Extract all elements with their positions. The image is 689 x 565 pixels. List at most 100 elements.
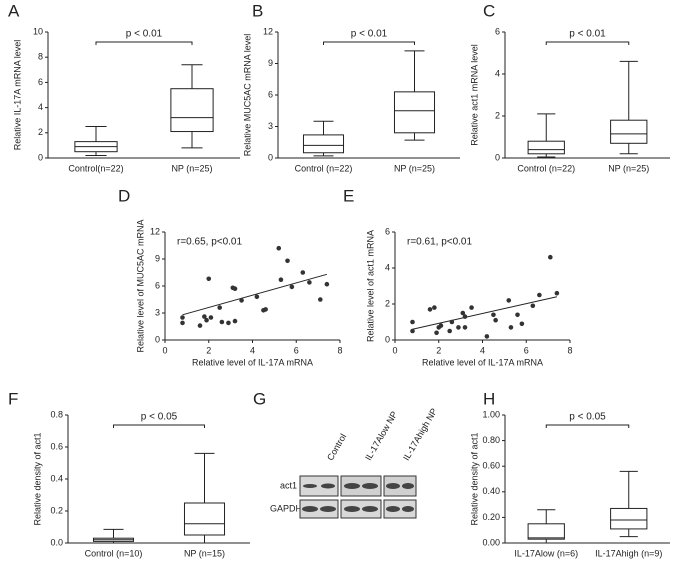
x-tick-label: 0 <box>162 345 167 355</box>
box <box>170 88 214 133</box>
panel-letter: A <box>8 1 20 20</box>
y-tick-label: 0.0 <box>50 537 63 547</box>
y-tick-label: 9 <box>268 58 273 68</box>
panel-letter: C <box>483 1 495 20</box>
x-tick-label: 4 <box>250 345 255 355</box>
point <box>300 270 306 275</box>
x-tick-label: NP (n=25) <box>394 163 435 173</box>
significance-bracket <box>545 41 630 45</box>
point <box>276 245 282 251</box>
y-tick-label: 9 <box>155 253 160 263</box>
y-tick-label: 0 <box>268 152 273 162</box>
point <box>289 284 295 290</box>
annotation: r=0.65, p<0.01 <box>177 237 242 248</box>
blot-strip <box>340 475 382 497</box>
y-axis-label: Relative density of act1 <box>32 432 42 525</box>
x-tick-label: 8 <box>337 345 342 355</box>
point <box>462 325 468 330</box>
x-tick-label: IL-17Ahigh (n=9) <box>595 548 662 558</box>
y-tick-label: 3 <box>268 121 273 131</box>
panel-letter: G <box>253 389 266 408</box>
x-axis-label: Relative level of IL-17A mRNA <box>422 357 543 367</box>
point <box>506 298 512 303</box>
x-tick-label: Control (n=22) <box>295 163 353 173</box>
point <box>434 330 439 336</box>
point <box>469 305 474 310</box>
blot-panel: G Control IL-17Alow NP IL-17Ahigh NP act… <box>253 389 439 519</box>
point <box>410 328 415 334</box>
box <box>610 507 648 530</box>
point <box>537 292 542 298</box>
y-tick-label: 12 <box>150 226 160 236</box>
x-tick-label: IL-17Alow (n=6) <box>514 548 578 558</box>
point <box>519 321 525 327</box>
y-tick-label: 12 <box>263 26 273 36</box>
y-tick-label: 6 <box>155 280 160 290</box>
y-tick-label: 0.40 <box>482 486 500 496</box>
x-tick-label: NP (n=25) <box>608 163 649 173</box>
y-tick-label: 8 <box>38 52 43 62</box>
point <box>278 277 284 283</box>
point <box>493 317 498 323</box>
point <box>232 286 238 292</box>
significance-bracket <box>113 424 205 428</box>
y-axis-label: Relative density of act1 <box>469 432 479 525</box>
y-tick-label: 6 <box>38 77 43 87</box>
point <box>239 298 244 303</box>
point <box>202 314 207 319</box>
box <box>610 119 648 144</box>
y-tick-label: 4 <box>385 262 390 272</box>
x-axis-label: Relative level of IL-17A mRNA <box>192 357 313 367</box>
x-tick-label: Control(n=22) <box>68 163 123 173</box>
panel-letter: F <box>8 389 18 408</box>
point <box>460 310 466 316</box>
annotation: p < 0.01 <box>126 29 163 40</box>
y-tick-label: 4 <box>495 68 500 78</box>
annotation: p < 0.05 <box>141 412 178 423</box>
y-tick-label: 0 <box>385 334 390 344</box>
y-tick-label: 0.6 <box>50 441 63 451</box>
row-label: act1 <box>280 480 297 490</box>
point <box>318 297 323 302</box>
point <box>548 254 553 260</box>
x-tick-label: Control (n=22) <box>517 163 575 173</box>
point <box>204 317 209 323</box>
point <box>508 325 514 330</box>
point <box>447 328 452 334</box>
y-axis-label: Relative level of MUC5AC mRNA <box>135 219 145 352</box>
panel-letter: H <box>483 389 495 408</box>
point <box>254 294 260 300</box>
trendline <box>412 296 557 330</box>
x-tick-label: 6 <box>294 345 299 355</box>
x-tick-label: 6 <box>524 345 529 355</box>
y-tick-label: 6 <box>385 226 390 236</box>
point <box>530 303 536 309</box>
bands <box>302 483 414 512</box>
x-tick-label: 2 <box>436 345 441 355</box>
x-tick-label: NP (n=15) <box>184 548 225 558</box>
point <box>180 320 185 326</box>
y-tick-label: 10 <box>33 26 43 36</box>
y-tick-label: 0.2 <box>50 505 63 515</box>
point <box>285 258 290 264</box>
y-axis-label: Relative IL-17A mRNA level <box>12 40 22 151</box>
significance-bracket <box>323 41 415 45</box>
point <box>554 290 560 296</box>
blot-strip <box>299 475 339 497</box>
y-tick-label: 4 <box>38 102 43 112</box>
point <box>226 320 231 326</box>
lane-label: IL-17Alow NP <box>363 410 399 463</box>
point <box>456 325 461 330</box>
point <box>307 280 312 285</box>
y-tick-label: 3 <box>155 307 160 317</box>
y-tick-label: 0.20 <box>482 512 500 522</box>
x-tick-label: 0 <box>392 345 397 355</box>
point <box>197 323 203 328</box>
point <box>232 318 238 324</box>
point <box>438 323 444 328</box>
annotation: r=0.61, p<0.01 <box>407 237 472 248</box>
y-tick-label: 6 <box>495 26 500 36</box>
annotation: p < 0.01 <box>569 29 606 40</box>
y-tick-label: 6 <box>268 89 273 99</box>
